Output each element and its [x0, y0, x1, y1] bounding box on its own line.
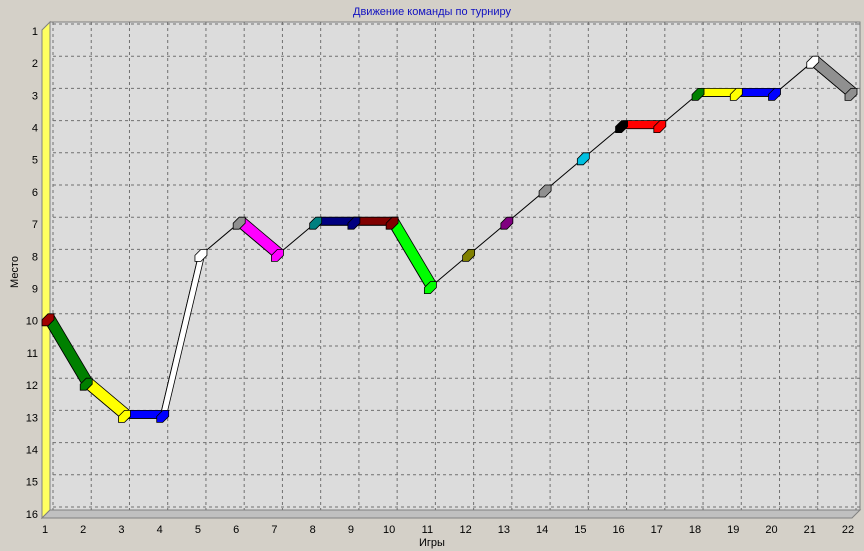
x-tick-label: 4 — [157, 524, 163, 536]
x-tick-label: 8 — [310, 524, 316, 536]
y-tick-label: 5 — [32, 155, 38, 167]
y-tick-label: 12 — [26, 380, 38, 392]
y-tick-label: 13 — [26, 412, 38, 424]
point-marker — [309, 216, 323, 230]
point-marker — [729, 88, 743, 101]
x-tick-label: 7 — [271, 524, 277, 536]
point-marker — [806, 55, 820, 69]
point-marker — [385, 216, 399, 230]
floor — [40, 509, 862, 519]
point-marker — [271, 248, 284, 262]
x-tick-label: 21 — [804, 524, 816, 536]
x-tick-label: 13 — [498, 524, 510, 536]
point-marker — [156, 409, 170, 423]
x-tick-label: 20 — [765, 524, 777, 536]
y-tick-label: 4 — [32, 123, 38, 135]
point-marker — [79, 377, 93, 391]
point-marker — [844, 88, 858, 101]
point-marker — [118, 409, 131, 423]
point-marker — [194, 248, 208, 262]
x-tick-label: 6 — [233, 524, 239, 536]
point-marker — [615, 120, 628, 134]
x-tick-label: 10 — [383, 524, 395, 536]
left-wall — [41, 20, 51, 520]
x-tick-label: 15 — [574, 524, 586, 536]
y-tick-label: 15 — [26, 477, 38, 489]
y-tick-label: 16 — [26, 509, 38, 521]
x-tick-label: 12 — [459, 524, 471, 536]
x-axis-label: Игры — [419, 537, 445, 549]
y-tick-label: 6 — [32, 187, 38, 199]
y-axis-label: Место — [9, 256, 21, 288]
y-tick-label: 9 — [32, 284, 38, 296]
point-marker — [232, 216, 246, 230]
x-tick-label: 17 — [651, 524, 663, 536]
point-marker — [653, 120, 667, 134]
y-tick-label: 7 — [32, 219, 38, 231]
x-tick-label: 9 — [348, 524, 354, 536]
y-tick-label: 8 — [32, 251, 38, 263]
x-tick-label: 19 — [727, 524, 739, 536]
x-tick-label: 18 — [689, 524, 701, 536]
y-tick-label: 10 — [26, 316, 38, 328]
point-marker — [423, 281, 437, 295]
x-tick-label: 14 — [536, 524, 548, 536]
x-tick-label: 16 — [612, 524, 624, 536]
y-tick-label: 11 — [27, 348, 38, 360]
y-tick-label: 2 — [32, 58, 38, 70]
point-marker — [691, 88, 705, 101]
x-tick-label: 2 — [80, 524, 86, 536]
point-marker — [538, 184, 552, 198]
point-marker — [500, 216, 514, 230]
point-marker — [41, 313, 55, 327]
point-marker — [768, 88, 781, 101]
y-tick-label: 1 — [32, 26, 38, 38]
x-tick-label: 5 — [195, 524, 201, 536]
point-marker — [462, 248, 476, 262]
y-tick-label: 14 — [26, 445, 38, 457]
point-marker — [576, 152, 590, 166]
point-marker — [347, 216, 361, 230]
y-tick-label: 3 — [32, 90, 38, 102]
x-tick-label: 22 — [842, 524, 854, 536]
x-tick-label: 3 — [118, 524, 124, 536]
chart-title: Движение команды по турниру — [353, 6, 511, 18]
x-tick-label: 11 — [422, 524, 433, 536]
x-tick-label: 1 — [42, 524, 48, 536]
